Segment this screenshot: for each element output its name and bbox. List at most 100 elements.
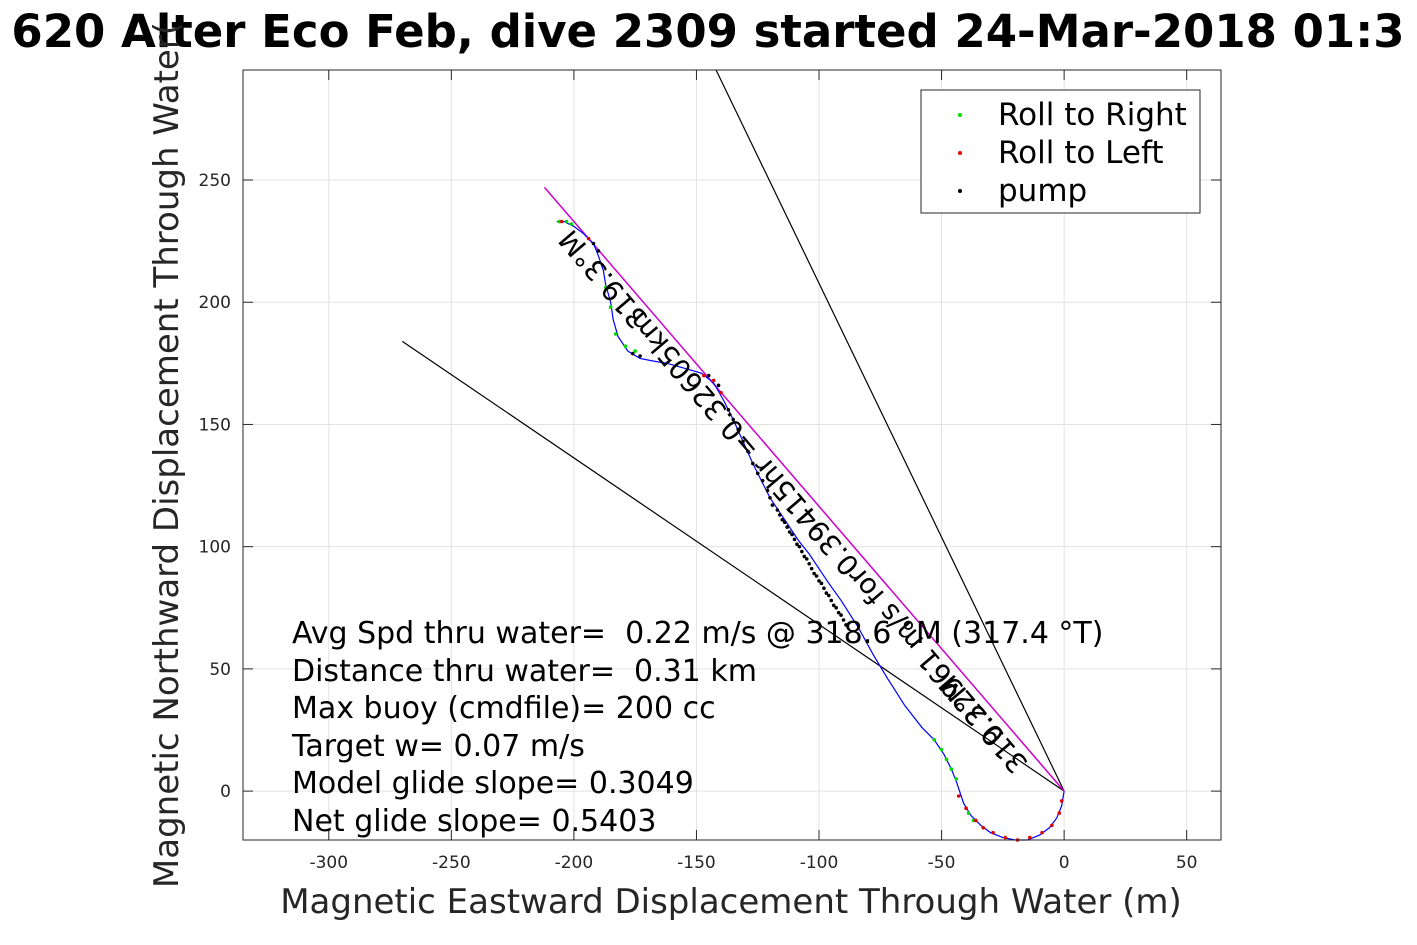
roll-left-point bbox=[981, 825, 986, 830]
pump-point bbox=[731, 417, 736, 422]
pump-point bbox=[765, 488, 770, 493]
pump-point bbox=[814, 574, 819, 578]
roll-right-point bbox=[569, 222, 574, 226]
roll-right-point bbox=[603, 285, 608, 290]
pump-point bbox=[804, 557, 809, 561]
legend-box bbox=[920, 89, 1201, 214]
pump-point bbox=[790, 532, 794, 537]
dive-stats: Avg Spd thru water= 0.22 m/s @ 318.6 °M … bbox=[291, 616, 1103, 839]
roll-right-point bbox=[613, 332, 618, 336]
pump-point bbox=[795, 542, 799, 547]
roll-left-point bbox=[1028, 835, 1032, 840]
pump-point bbox=[777, 513, 782, 517]
pump-point bbox=[770, 503, 775, 507]
pump-point bbox=[841, 618, 846, 622]
y-axis-label: Magnetic Northward Displacement Through … bbox=[147, 22, 187, 888]
legend-marker-roll-right bbox=[958, 113, 962, 117]
y-tick-label: 100 bbox=[199, 538, 231, 558]
y-tick-label: 250 bbox=[199, 171, 231, 191]
pump-point bbox=[807, 561, 812, 566]
pump-point bbox=[741, 439, 745, 444]
pump-point bbox=[836, 610, 841, 615]
current-direction-line bbox=[401, 340, 1065, 792]
roll-right-point bbox=[932, 737, 937, 742]
roll-left-point bbox=[964, 806, 968, 811]
pump-point bbox=[736, 427, 740, 432]
track bbox=[556, 220, 1065, 841]
pump-point bbox=[800, 549, 804, 554]
x-tick-label: -300 bbox=[309, 853, 348, 873]
stat-distance: Distance thru water= 0.31 km bbox=[292, 654, 757, 689]
pump-point bbox=[630, 351, 635, 356]
stat-target-w: Target w= 0.07 m/s bbox=[291, 729, 585, 764]
pump-point bbox=[831, 603, 836, 608]
roll-left-point bbox=[956, 794, 961, 798]
pump-point bbox=[809, 566, 814, 571]
roll-right-point bbox=[633, 349, 637, 353]
axis-ticks: -300 -250 -200 -150 -100 -50 0 50 0 50 100 150 200 25… bbox=[199, 70, 1221, 873]
pump-point bbox=[780, 517, 785, 522]
pump-point bbox=[824, 591, 829, 595]
pump-point bbox=[797, 544, 802, 549]
y-tick-label: 150 bbox=[199, 415, 231, 435]
chart-title: 620 Alter Eco Feb, dive 2309 started 24-… bbox=[11, 5, 1404, 58]
stat-max-buoy: Max buoy (cmdfile)= 200 cc bbox=[292, 691, 716, 726]
pump-point bbox=[812, 571, 816, 576]
track-line bbox=[556, 220, 1065, 841]
legend-marker-pump bbox=[958, 189, 962, 193]
x-tick-label: -50 bbox=[928, 853, 956, 873]
pump-point bbox=[782, 520, 787, 525]
roll-right-point bbox=[944, 757, 949, 762]
roll-left-point bbox=[1003, 835, 1008, 840]
roll-left-point bbox=[1040, 830, 1044, 835]
pump-point bbox=[839, 613, 843, 617]
legend-label-pump: pump bbox=[998, 173, 1087, 209]
pump-point bbox=[819, 581, 824, 586]
pump-point bbox=[834, 605, 838, 610]
pump-point bbox=[768, 495, 772, 500]
pump-point bbox=[746, 449, 750, 454]
pump-point bbox=[751, 461, 755, 466]
roll-left-point bbox=[711, 378, 716, 383]
pump-point bbox=[706, 373, 711, 378]
roll-left-point bbox=[702, 373, 706, 378]
pump-point bbox=[716, 383, 721, 388]
pump-point bbox=[760, 478, 765, 483]
roll-right-point bbox=[939, 747, 944, 752]
stat-net-glide-slope: Net glide slope= 0.5403 bbox=[292, 804, 656, 839]
roll-left-point bbox=[719, 390, 723, 395]
pump-point bbox=[844, 623, 848, 627]
plot-frame bbox=[242, 69, 1222, 841]
stat-model-glide-slope: Model glide slope= 0.3049 bbox=[292, 766, 694, 801]
roll-right-point bbox=[608, 305, 613, 309]
x-tick-label: -250 bbox=[432, 853, 471, 873]
roll-left-point bbox=[1057, 811, 1062, 815]
y-tick-label: 200 bbox=[199, 293, 231, 313]
legend-marker-roll-left bbox=[958, 151, 962, 155]
roll-left-point bbox=[974, 818, 978, 823]
x-tick-label: 50 bbox=[1176, 853, 1198, 873]
legend-label-roll-left: Roll to Left bbox=[998, 135, 1164, 171]
roll-right-point bbox=[623, 344, 628, 349]
pump-point bbox=[638, 354, 642, 358]
pump-point bbox=[591, 241, 596, 246]
pump-point bbox=[792, 537, 797, 542]
pump-point bbox=[817, 579, 821, 583]
x-tick-label: -150 bbox=[677, 853, 716, 873]
pump-point bbox=[596, 249, 601, 253]
roll-right-point bbox=[949, 767, 954, 771]
x-tick-label: -100 bbox=[800, 853, 839, 873]
pump-point bbox=[827, 593, 831, 598]
pump-point bbox=[726, 407, 731, 412]
track-points bbox=[557, 219, 1064, 842]
pump-point bbox=[822, 586, 826, 591]
x-tick-label: -200 bbox=[555, 853, 594, 873]
pump-point bbox=[785, 525, 789, 529]
roll-left-point bbox=[1050, 823, 1054, 828]
roll-right-point bbox=[966, 811, 971, 815]
roll-left-point bbox=[559, 219, 564, 224]
pump-point bbox=[802, 554, 807, 559]
roll-left-point bbox=[991, 830, 995, 835]
pump-point bbox=[775, 508, 780, 512]
